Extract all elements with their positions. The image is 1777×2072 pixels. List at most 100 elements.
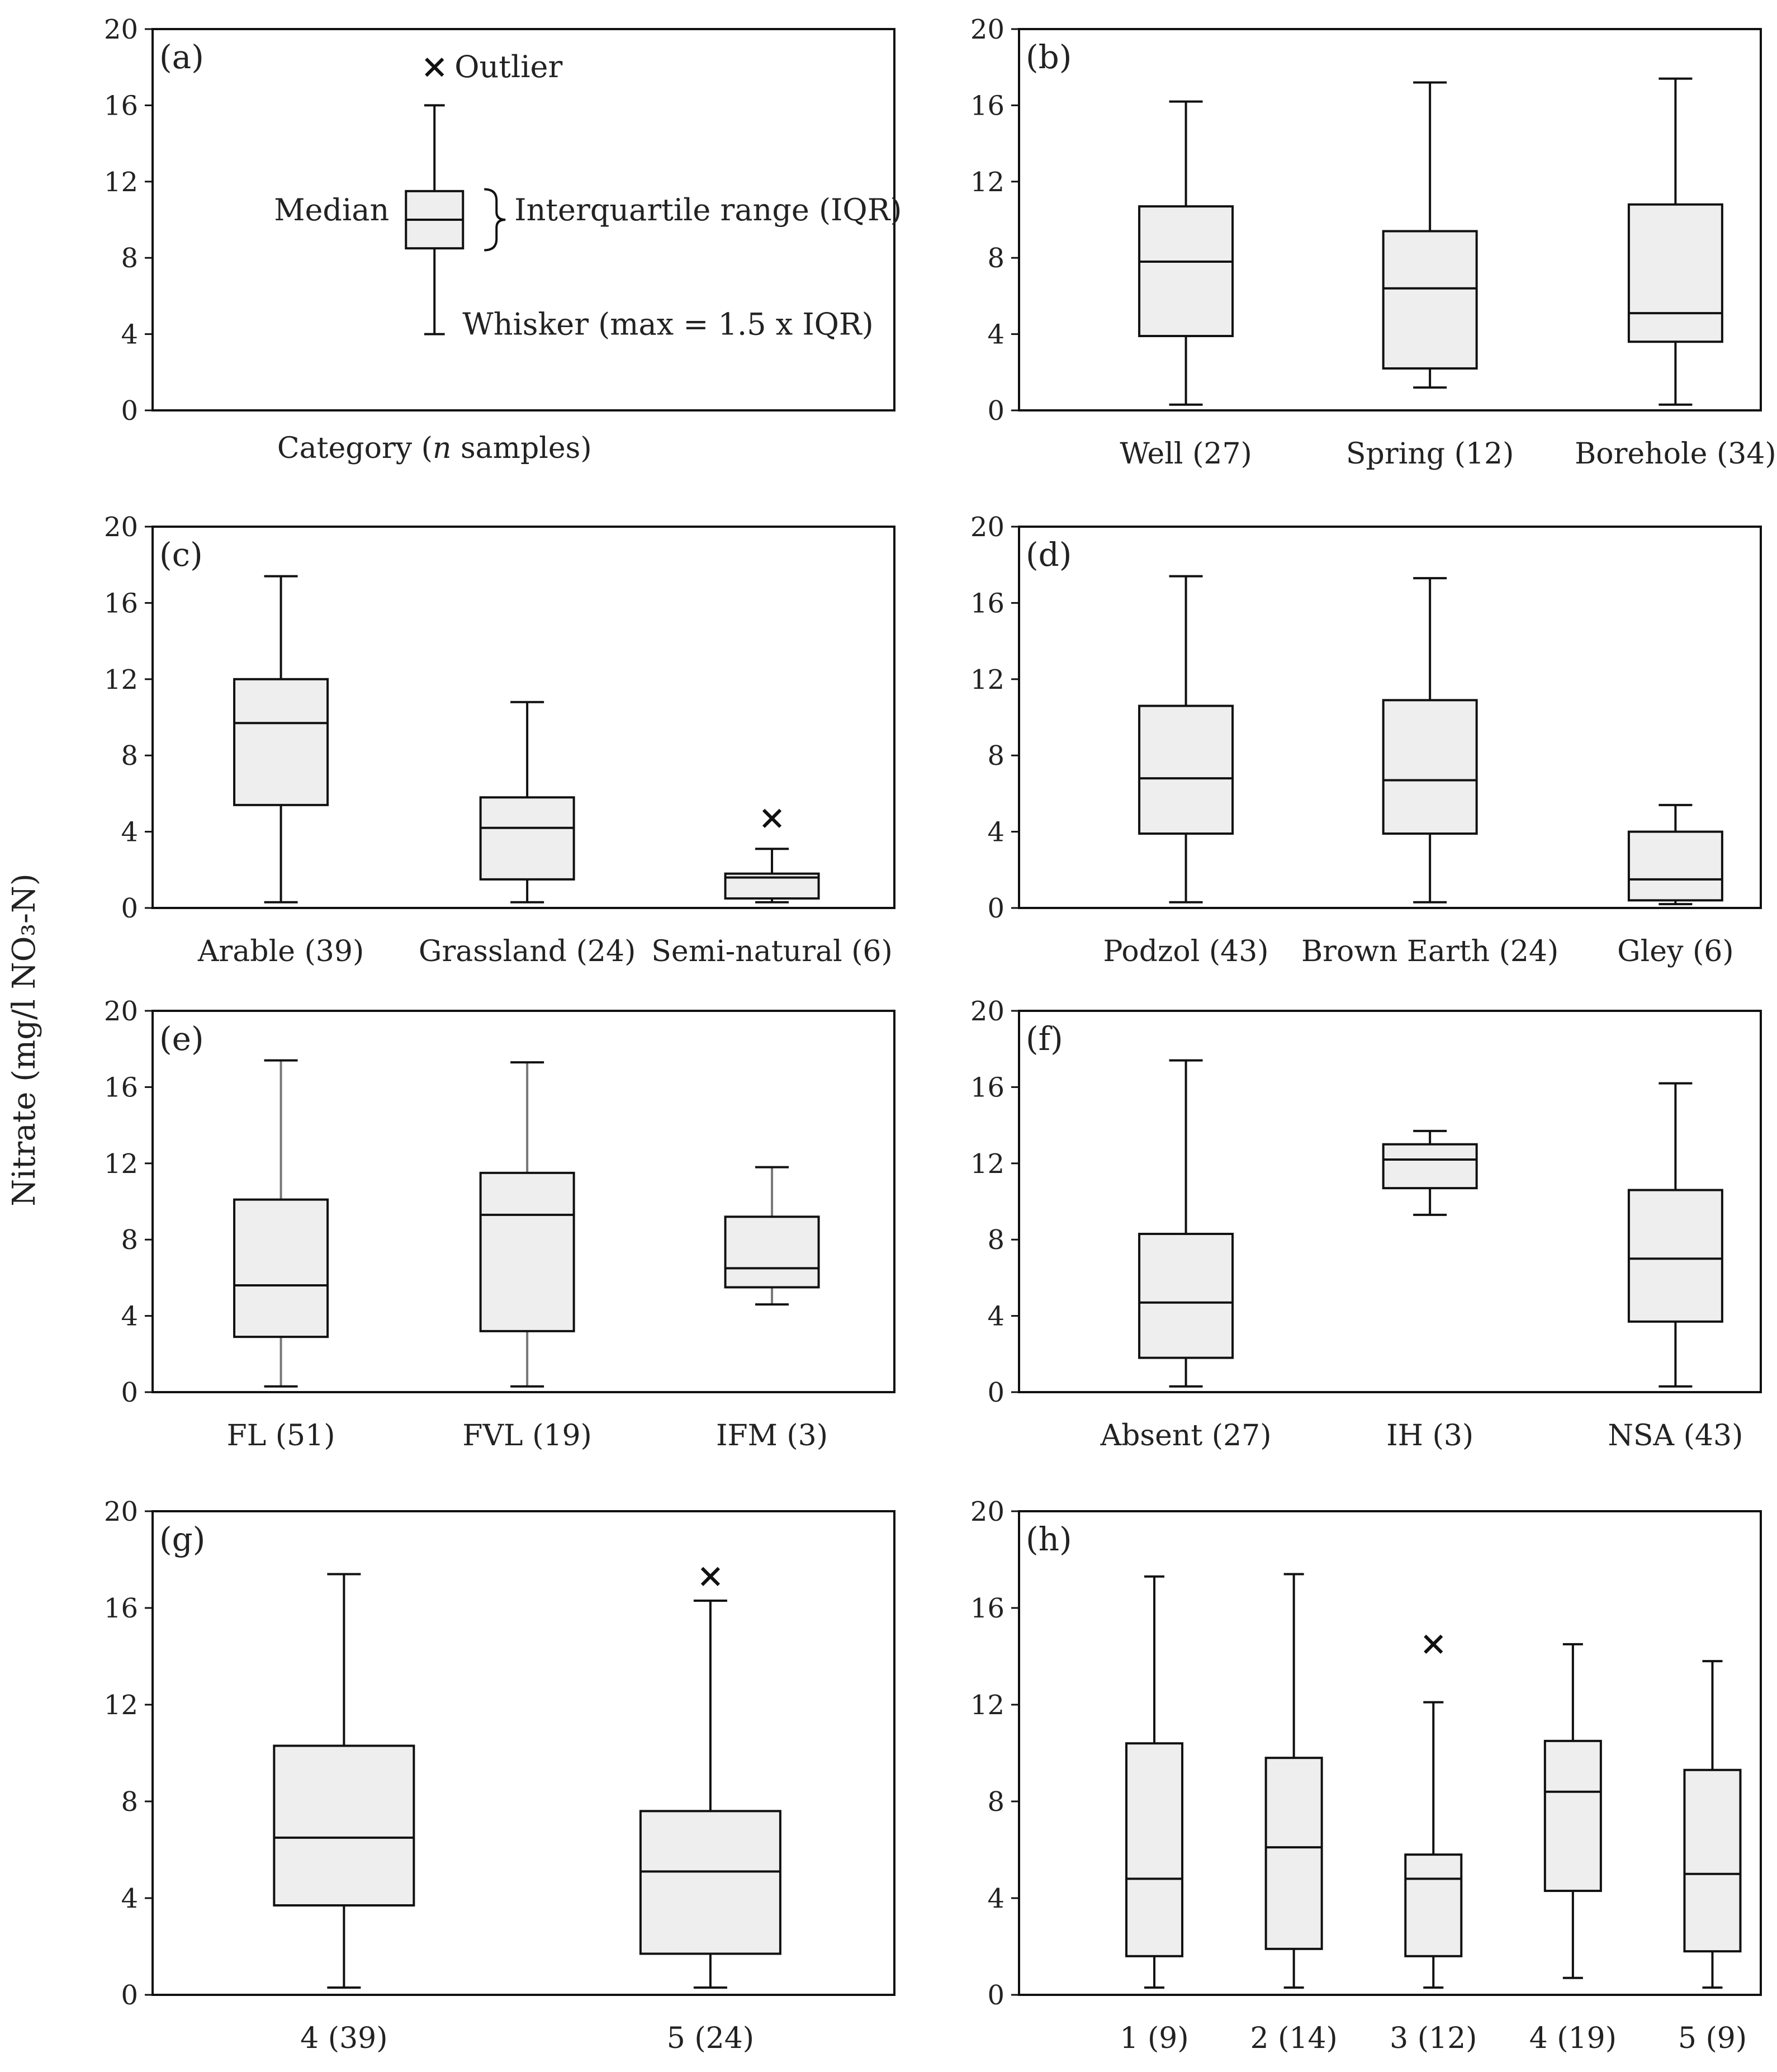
y-tick-label: 4 (121, 1883, 138, 1914)
panel-label: (e) (159, 1020, 204, 1058)
outlier-marker (425, 58, 444, 77)
panel-frame (1018, 28, 1762, 411)
y-tick-label: 0 (987, 1980, 1004, 2011)
y-tick-label: 8 (987, 1224, 1004, 1256)
y-tick-label: 16 (970, 1072, 1004, 1103)
iqr-box (479, 1171, 575, 1332)
box-3: Semi-natural (6) (651, 808, 893, 968)
category-label: 2 (14) (1250, 2022, 1337, 2055)
y-tick-label: 4 (987, 817, 1004, 848)
y-tick-label: 12 (104, 1690, 138, 1721)
y-tick-label: 12 (970, 664, 1004, 696)
y-tick-label: 8 (987, 1786, 1004, 1818)
box-3: Gley (6) (1617, 803, 1734, 968)
median-annotation: Median (274, 192, 389, 228)
y-tick-label: 8 (121, 740, 138, 772)
category-label: Podzol (43) (1103, 935, 1269, 968)
box-5: 5 (9) (1678, 1660, 1747, 2055)
box-2: Grassland (24) (419, 701, 636, 968)
box-2: IH (3) (1382, 1129, 1478, 1453)
category-label: 1 (9) (1120, 2022, 1188, 2055)
y-tick-label: 12 (970, 167, 1004, 198)
category-label: Gley (6) (1617, 935, 1734, 968)
box-3: Borehole (34) (1575, 77, 1776, 471)
y-tick-label: 20 (104, 512, 138, 543)
category-label: NSA (43) (1608, 1419, 1743, 1453)
y-tick-label: 20 (104, 1496, 138, 1527)
category-label: Grassland (24) (419, 935, 636, 968)
panel-label: (g) (159, 1520, 205, 1558)
y-tick-label: 0 (987, 395, 1004, 427)
y-tick-label: 20 (970, 14, 1004, 45)
y-tick-label: 4 (121, 319, 138, 351)
y-tick-label: 0 (987, 893, 1004, 924)
y-tick-label: 4 (121, 1301, 138, 1332)
outlier-marker (700, 1567, 721, 1586)
y-tick-label: 16 (970, 90, 1004, 121)
y-tick-label: 16 (104, 90, 138, 121)
panel-f: 0 4 8 12 16 20 (f) Absent (27) IH (3) NSA (43) (970, 996, 1762, 1453)
box-1 (405, 58, 465, 335)
panel-h: 0 4 8 12 16 20 (h) 1 (9) 2 (14) 3 (12) 4 (19) 5 (9) (970, 1496, 1762, 2055)
panel-b: 0 4 8 12 16 20 (b) Well (27) Spring (12) Borehole… (970, 14, 1776, 471)
category-label: Arable (39) (197, 935, 364, 968)
y-tick-label: 12 (970, 1690, 1004, 1721)
box-2: 5 (24) (639, 1567, 781, 2055)
iqr-box (1138, 1232, 1234, 1359)
iqr-box (1382, 1143, 1478, 1190)
y-tick-label: 16 (104, 1593, 138, 1624)
panel-frame (151, 1510, 895, 1996)
box-4: 4 (19) (1529, 1643, 1617, 2055)
box-2: FVL (19) (462, 1061, 592, 1453)
category-label: Brown Earth (24) (1301, 935, 1558, 968)
y-tick-label: 20 (970, 1496, 1004, 1527)
y-tick-label: 16 (104, 588, 138, 619)
y-tick-label: 8 (121, 243, 138, 274)
outlier-marker (762, 808, 782, 828)
y-tick-label: 4 (987, 1883, 1004, 1914)
box-2: Spring (12) (1346, 81, 1514, 471)
category-label: Borehole (34) (1575, 437, 1776, 471)
y-tick-label: 0 (121, 1377, 138, 1408)
y-tick-label: 4 (987, 319, 1004, 351)
panel-c: 0 4 8 12 16 20 (c) Arable (39) Grassland (24) Sem… (104, 512, 895, 968)
panel-label: (c) (159, 536, 203, 574)
category-axis-label: Category (n samples) (277, 432, 592, 465)
iqr-box (233, 678, 329, 806)
y-tick-label: 16 (104, 1072, 138, 1103)
box-2: Brown Earth (24) (1301, 577, 1558, 968)
category-label: IFM (3) (716, 1419, 828, 1453)
panel-label: (a) (159, 38, 204, 76)
iqr-box (1627, 1189, 1723, 1323)
panel-label: (h) (1026, 1520, 1072, 1558)
panel-label: (d) (1026, 536, 1072, 574)
y-tick-label: 12 (104, 1148, 138, 1180)
y-tick-label: 12 (970, 1148, 1004, 1180)
y-tick-label: 20 (970, 996, 1004, 1027)
panel-frame (151, 1010, 895, 1393)
panel-frame (1018, 526, 1762, 909)
iqr-box (273, 1744, 415, 1907)
panel-frame (151, 28, 895, 411)
category-label: Well (27) (1120, 437, 1252, 471)
y-tick-label: 8 (987, 243, 1004, 274)
panel-e: 0 4 8 12 16 20 (e) FL (51) FVL (19) IFM (3) (104, 996, 895, 1453)
category-label: Spring (12) (1346, 437, 1514, 471)
outlier-marker (1424, 1634, 1443, 1654)
box-1: 1 (9) (1120, 1575, 1189, 2055)
box-1: 4 (39) (273, 1573, 415, 2055)
category-label: 4 (39) (300, 2022, 387, 2055)
iqr-box (1138, 205, 1234, 338)
box-1: FL (51) (227, 1059, 335, 1453)
category-label: FL (51) (227, 1419, 335, 1453)
iqr-brace (484, 188, 506, 252)
iqr-box (1404, 1853, 1463, 1957)
y-tick-label: 20 (104, 14, 138, 45)
y-tick-label: 16 (970, 588, 1004, 619)
iqr-box (1264, 1757, 1323, 1950)
box-3: IFM (3) (716, 1166, 828, 1453)
y-tick-label: 4 (987, 1301, 1004, 1332)
box-1: Podzol (43) (1103, 575, 1269, 968)
iqr-box (479, 796, 575, 881)
